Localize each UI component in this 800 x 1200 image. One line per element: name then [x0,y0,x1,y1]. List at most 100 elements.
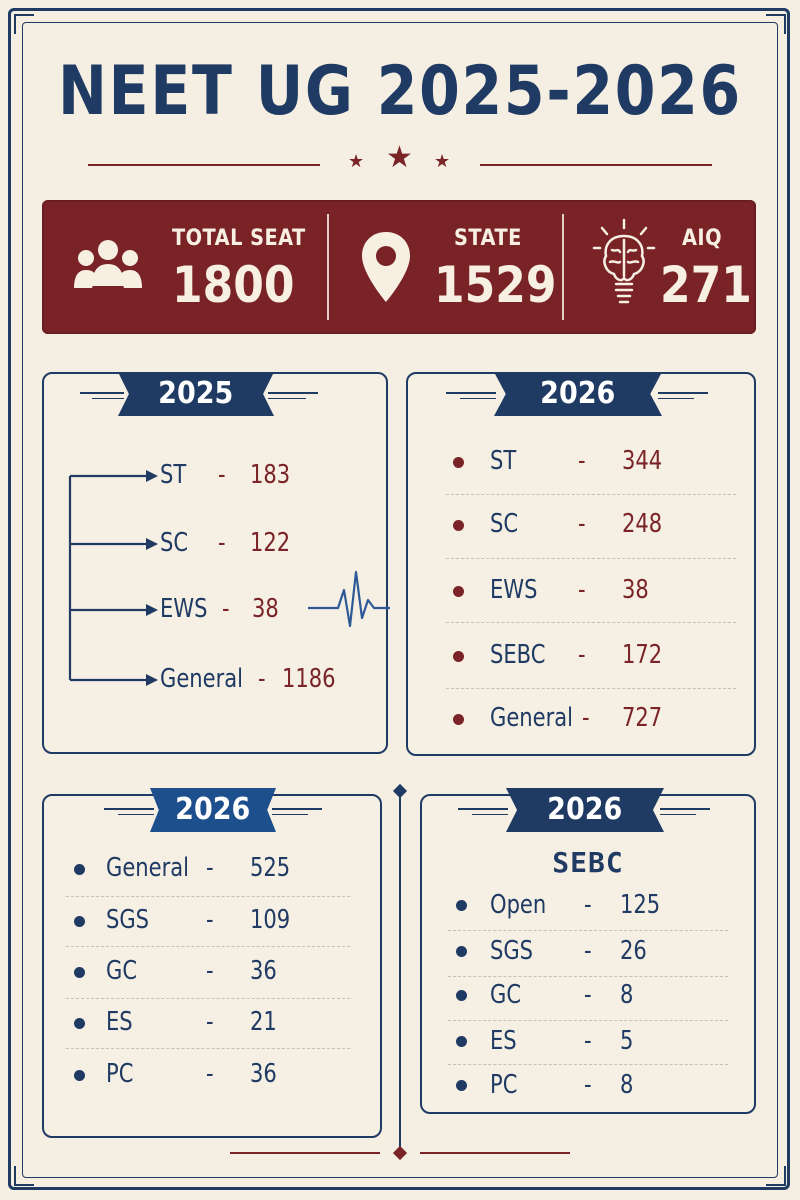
bullet-dot [74,1018,85,1029]
ribbon-rule [268,398,306,399]
category-name: Open [490,890,547,920]
category-count: 36 [250,956,277,986]
category-dash: - [222,594,230,624]
category-count: 5 [620,1026,634,1056]
category-name: EWS [490,575,538,605]
banner-divider [327,214,329,320]
bullet-dot [453,457,464,468]
row-separator [66,946,350,947]
category-name: SC [160,528,189,558]
category-count: 122 [250,528,291,558]
category-dash: - [258,664,266,694]
year-label: 2026 [547,792,623,827]
bullet-dot [453,651,464,662]
bullet-dot [453,714,464,725]
heartbeat-line-icon [308,570,390,628]
category-dash: - [584,936,592,966]
category-name: ST [160,460,187,490]
bullet-dot [456,900,467,911]
category-name: EWS [160,594,208,624]
title-divider-left [88,164,320,166]
ribbon-rule [80,392,124,394]
bullet-dot [456,1036,467,1047]
stat-label-total: TOTAL SEAT [172,226,306,251]
bullet-dot [74,1070,85,1081]
ribbon-rule [658,392,708,394]
corner-ornament [766,1166,786,1186]
ribbon-rule [458,808,508,810]
ribbon-rule [460,398,496,399]
category-name: General [490,703,573,733]
year-label: 2025 [158,376,234,411]
category-dash: - [578,509,586,539]
ribbon-rule [272,808,322,810]
category-dash: - [206,1007,214,1037]
category-dash: - [578,640,586,670]
bullet-dot [456,946,467,957]
category-dash: - [584,1070,592,1100]
ribbon-rule [268,392,318,394]
category-count: 525 [250,853,291,883]
category-name: SC [490,509,519,539]
footer-rule [420,1152,570,1154]
column-divider [399,796,401,1152]
category-count: 38 [622,575,649,605]
category-count: 8 [620,1070,634,1100]
category-name: ST [490,446,517,476]
ribbon-rule [660,808,710,810]
ribbon-rule [472,814,508,815]
ribbon-rule [446,392,496,394]
stats-banner: TOTAL SEAT 1800 STATE 1529 [42,200,756,334]
category-count: 21 [250,1007,277,1037]
year-label: 2026 [540,376,616,411]
category-count: 38 [252,594,279,624]
panel-2025 [42,372,388,754]
bullet-dot [74,967,85,978]
bullet-dot [74,864,85,875]
ribbon-rule [660,814,696,815]
category-dash: - [206,853,214,883]
star-icon: ★ [386,140,413,175]
category-dash: - [206,905,214,935]
category-name: PC [490,1070,518,1100]
inner-frame [22,22,778,1178]
category-dash: - [582,703,590,733]
row-separator [448,1020,728,1021]
category-count: 8 [620,980,634,1010]
brain-bulb-icon [592,218,656,304]
category-count: 109 [250,905,291,935]
row-separator [446,688,736,689]
ribbon-rule [92,398,124,399]
panel-2026-state [406,372,756,756]
sebc-heading: SEBC [552,846,624,879]
map-pin-icon [362,232,410,302]
ribbon-rule [104,808,154,810]
category-name: GC [490,980,522,1010]
stat-value-total: 1800 [172,256,295,314]
category-name: General [160,664,243,694]
bullet-dot [456,1080,467,1091]
category-count: 344 [622,446,663,476]
category-dash: - [206,956,214,986]
row-separator [66,1048,350,1049]
category-count: 1186 [282,664,336,694]
stat-label-aiq: AIQ [682,226,722,251]
row-separator [66,998,350,999]
row-separator [448,930,728,931]
category-name: GC [106,956,138,986]
category-dash: - [218,528,226,558]
bullet-dot [453,586,464,597]
title-divider-right [480,164,712,166]
year-ribbon-2025: 2025 [118,372,274,416]
category-count: 36 [250,1059,277,1089]
corner-ornament [14,14,34,34]
stat-value-state: 1529 [434,256,557,314]
ribbon-rule [118,814,154,815]
star-icon: ★ [434,151,451,172]
stat-label-state: STATE [454,226,522,251]
banner-divider [562,214,564,320]
category-count: 248 [622,509,663,539]
category-count: 125 [620,890,661,920]
corner-ornament [766,14,786,34]
category-name: General [106,853,189,883]
